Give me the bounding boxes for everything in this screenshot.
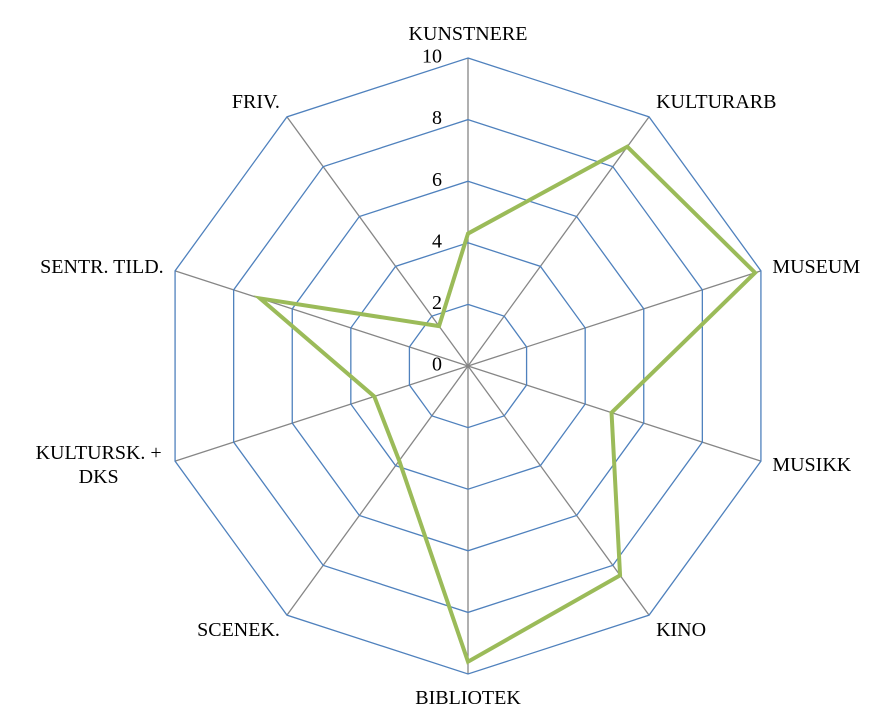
category-label: FRIV. [231,91,280,114]
r-tick-label: 2 [432,292,442,314]
spoke [174,365,469,462]
category-label: KULTURSK. + DKS [35,441,162,488]
r-tick-label: 8 [432,107,442,129]
category-label: MUSEUM [772,256,861,279]
category-label: SENTR. TILD. [40,256,164,279]
spoke [467,365,762,462]
r-tick-label: 0 [432,354,442,376]
spoke [286,365,469,616]
r-tick-label: 6 [432,169,442,191]
grid-ring [408,303,528,429]
grid-ring [233,118,703,614]
series-line [253,144,758,665]
category-label: BIBLIOTEK [415,687,521,709]
r-tick-label: 4 [432,230,442,252]
category-label: KUNSTNERE [408,23,528,45]
category-label: SCENEK. [197,618,280,641]
category-label: MUSIKK [772,453,852,476]
category-label: KINO [656,618,707,641]
r-tick-label: 10 [422,46,442,68]
category-label: KULTURARB [656,91,777,114]
grid-ring [291,180,645,552]
spoke [467,270,762,367]
spoke [467,116,650,367]
grid-ring [350,242,586,490]
grid-ring [174,57,762,675]
spoke [174,270,469,367]
